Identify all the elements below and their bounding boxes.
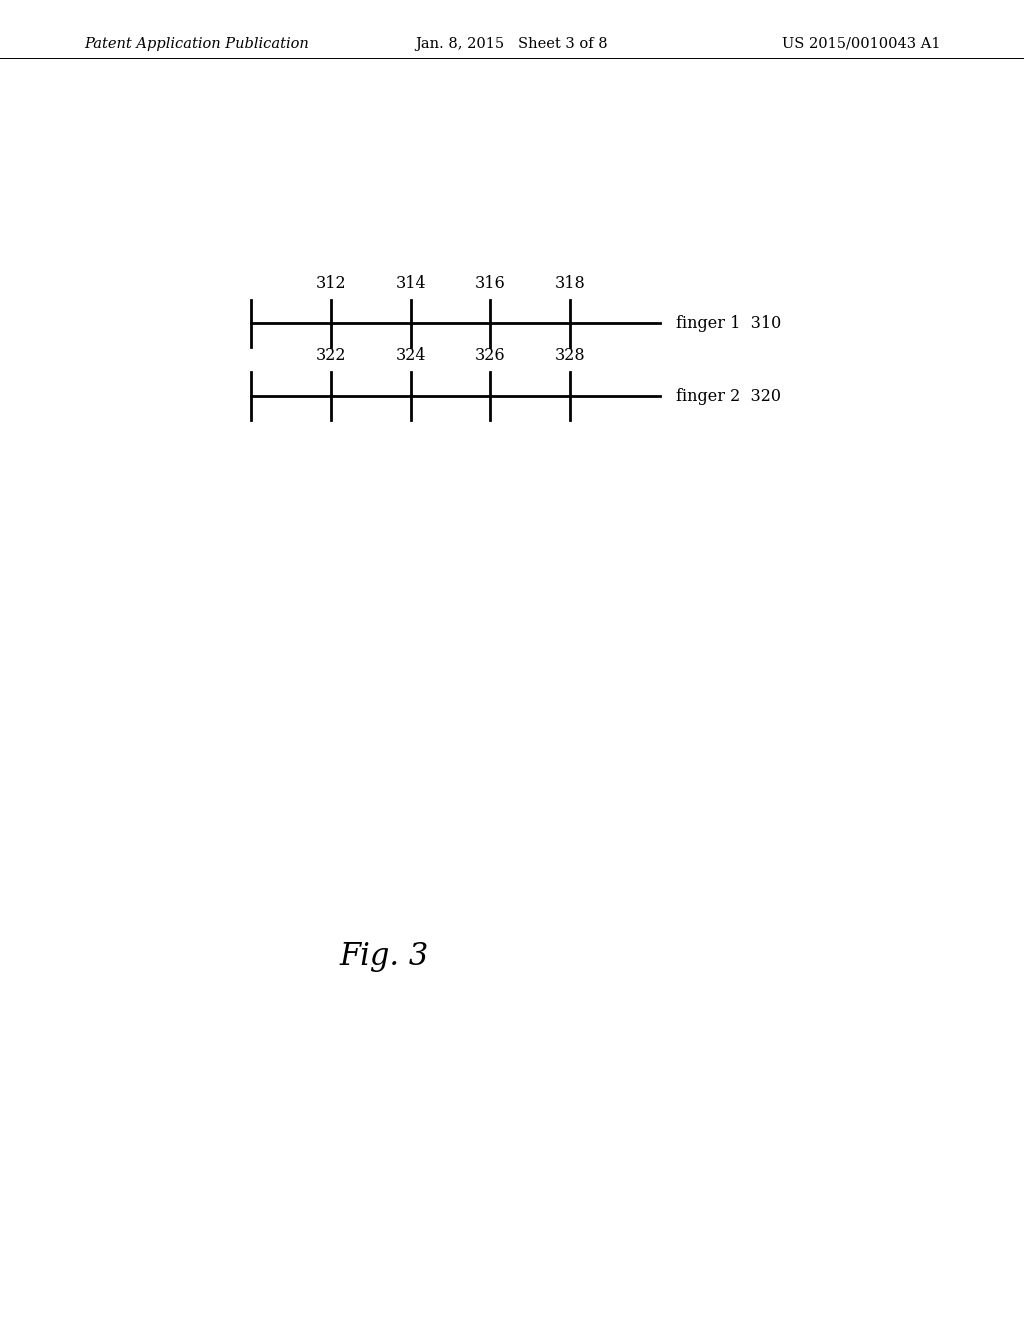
Text: 326: 326 xyxy=(475,347,506,364)
Text: 314: 314 xyxy=(395,275,426,292)
Text: Jan. 8, 2015   Sheet 3 of 8: Jan. 8, 2015 Sheet 3 of 8 xyxy=(416,37,608,50)
Text: finger 1  310: finger 1 310 xyxy=(676,315,781,331)
Text: 328: 328 xyxy=(555,347,586,364)
Text: 322: 322 xyxy=(315,347,346,364)
Text: 324: 324 xyxy=(395,347,426,364)
Text: Patent Application Publication: Patent Application Publication xyxy=(84,37,308,50)
Text: 318: 318 xyxy=(555,275,586,292)
Text: US 2015/0010043 A1: US 2015/0010043 A1 xyxy=(781,37,940,50)
Text: 312: 312 xyxy=(315,275,346,292)
Text: 316: 316 xyxy=(475,275,506,292)
Text: finger 2  320: finger 2 320 xyxy=(676,388,781,404)
Text: Fig. 3: Fig. 3 xyxy=(339,941,429,973)
